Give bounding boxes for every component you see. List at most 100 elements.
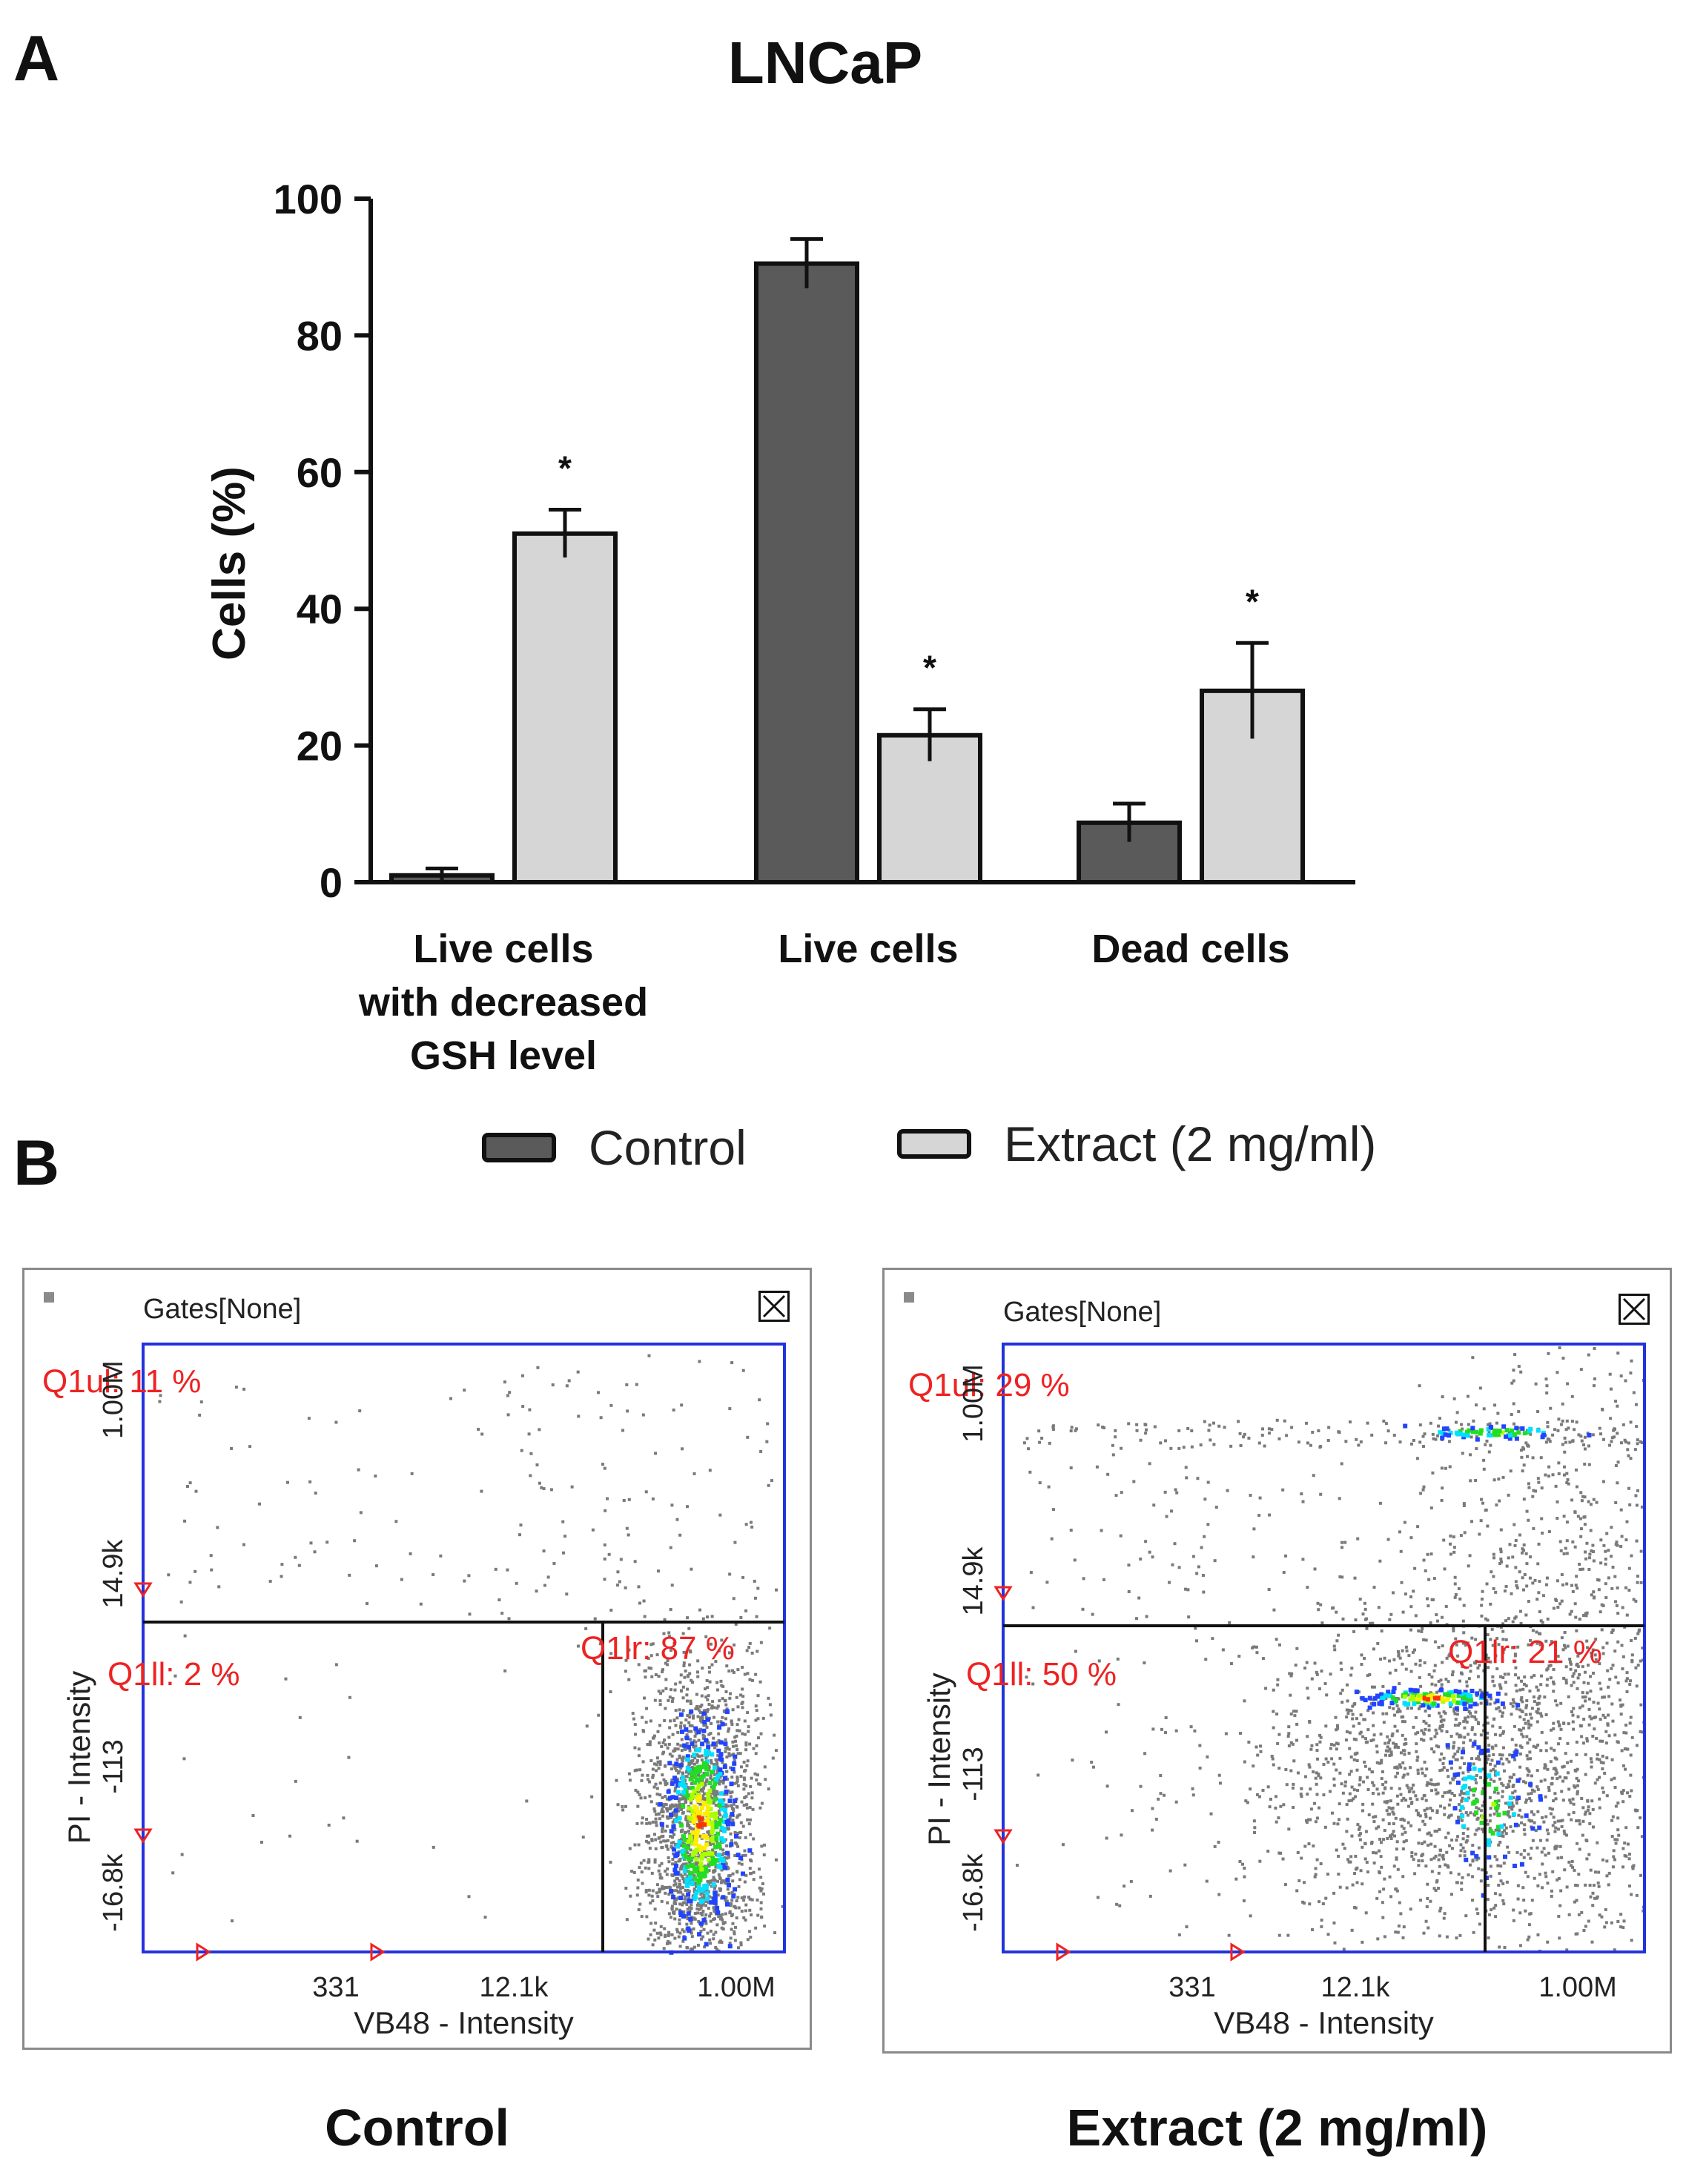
event-dot <box>649 1667 653 1670</box>
event-dot <box>1489 1769 1492 1773</box>
event-dot <box>700 1764 705 1770</box>
event-dot <box>1374 1815 1378 1819</box>
event-dot <box>690 1567 693 1571</box>
event-dot <box>609 1652 613 1655</box>
event-dot <box>1598 1913 1601 1917</box>
event-dot <box>1472 1762 1475 1766</box>
event-dot <box>1571 1439 1575 1443</box>
event-dot <box>1170 1509 1174 1513</box>
event-dot <box>1364 1830 1368 1833</box>
event-dot <box>1507 1431 1511 1435</box>
event-dot <box>1359 1440 1363 1443</box>
event-dot <box>630 1870 634 1873</box>
event-dot <box>647 1354 651 1357</box>
event-dot <box>1427 1714 1431 1718</box>
event-dot <box>1309 1807 1313 1811</box>
event-dot <box>1514 1673 1518 1677</box>
event-dot <box>1625 1520 1629 1523</box>
event-dot <box>632 1870 636 1874</box>
event-dot <box>1476 1912 1480 1916</box>
event-dot <box>726 1887 730 1891</box>
close-icon[interactable] <box>1619 1294 1650 1325</box>
event-dot <box>702 1812 707 1817</box>
event-dot <box>1627 1853 1631 1856</box>
event-dot <box>1592 1716 1596 1720</box>
event-dot <box>702 1787 706 1790</box>
event-dot <box>1512 1773 1515 1776</box>
event-dot <box>1535 1785 1539 1789</box>
event-dot <box>1511 1704 1515 1708</box>
event-dot <box>1435 1619 1439 1623</box>
event-dot <box>1451 1673 1455 1677</box>
event-dot <box>1636 1489 1639 1492</box>
event-dot <box>1518 1570 1521 1574</box>
event-dot <box>694 1860 698 1864</box>
event-dot <box>1195 1572 1199 1575</box>
x-tick-label: 331 <box>312 1972 359 2003</box>
event-dot <box>702 1884 707 1889</box>
event-dot <box>748 1930 752 1933</box>
event-dot <box>735 1779 739 1783</box>
event-dot <box>1544 1749 1548 1753</box>
event-dot <box>1279 1851 1283 1855</box>
event-dot <box>1536 1688 1540 1692</box>
event-dot <box>685 1754 690 1759</box>
event-dot <box>1581 1614 1585 1618</box>
event-dot <box>1340 1688 1344 1692</box>
event-dot <box>515 1581 518 1585</box>
panel-handle-icon <box>44 1292 54 1303</box>
event-dot <box>696 1884 701 1890</box>
event-dot <box>730 1723 734 1727</box>
event-dot <box>1143 1752 1147 1756</box>
event-dot <box>1611 1664 1615 1667</box>
close-icon[interactable] <box>758 1291 790 1322</box>
event-dot <box>672 1910 676 1913</box>
event-dot <box>1320 1621 1324 1625</box>
event-dot <box>1047 1485 1051 1489</box>
event-dot <box>1407 1654 1411 1658</box>
event-dot <box>1401 1776 1405 1779</box>
event-dot <box>1592 1701 1596 1704</box>
event-dot <box>673 1747 677 1751</box>
event-dot <box>1398 1440 1402 1444</box>
event-dot <box>1073 1558 1077 1562</box>
event-dot <box>684 1670 687 1673</box>
event-dot <box>696 1855 700 1859</box>
event-dot <box>1607 1713 1610 1717</box>
event-dot <box>1590 1651 1593 1655</box>
event-dot <box>1475 1435 1478 1439</box>
event-dot <box>1604 1907 1607 1911</box>
event-dot <box>1352 1906 1356 1910</box>
event-dot <box>694 1890 699 1896</box>
event-dot <box>1608 1443 1612 1447</box>
event-dot <box>1583 1813 1587 1816</box>
event-dot <box>692 1927 695 1930</box>
event-dot <box>1620 1749 1624 1753</box>
event-dot <box>1636 1438 1639 1442</box>
event-dot <box>1478 1758 1481 1761</box>
event-dot <box>1570 1394 1574 1398</box>
event-dot <box>662 1839 666 1843</box>
event-dot <box>1461 1452 1464 1455</box>
event-dot <box>1526 1741 1530 1745</box>
event-dot <box>1449 1705 1452 1709</box>
x-tick-label: 12.1k <box>480 1972 549 2003</box>
event-dot <box>1551 1824 1555 1827</box>
event-dot <box>698 1608 702 1612</box>
event-dot <box>1312 1844 1315 1848</box>
event-dot <box>1499 1675 1503 1678</box>
event-dot <box>1365 1617 1369 1621</box>
event-dot <box>1346 1712 1350 1715</box>
event-dot <box>1619 1441 1623 1445</box>
event-dot <box>693 1756 697 1760</box>
event-dot <box>1421 1488 1425 1492</box>
event-dot <box>744 1873 748 1877</box>
event-dot <box>1493 1701 1497 1705</box>
event-dot <box>584 1627 588 1630</box>
event-dot <box>720 1926 724 1930</box>
event-dot <box>695 1758 699 1762</box>
event-dot <box>1567 1722 1570 1726</box>
event-dot <box>1135 1429 1139 1432</box>
event-dot <box>1441 1699 1446 1704</box>
event-dot <box>1378 1501 1382 1505</box>
